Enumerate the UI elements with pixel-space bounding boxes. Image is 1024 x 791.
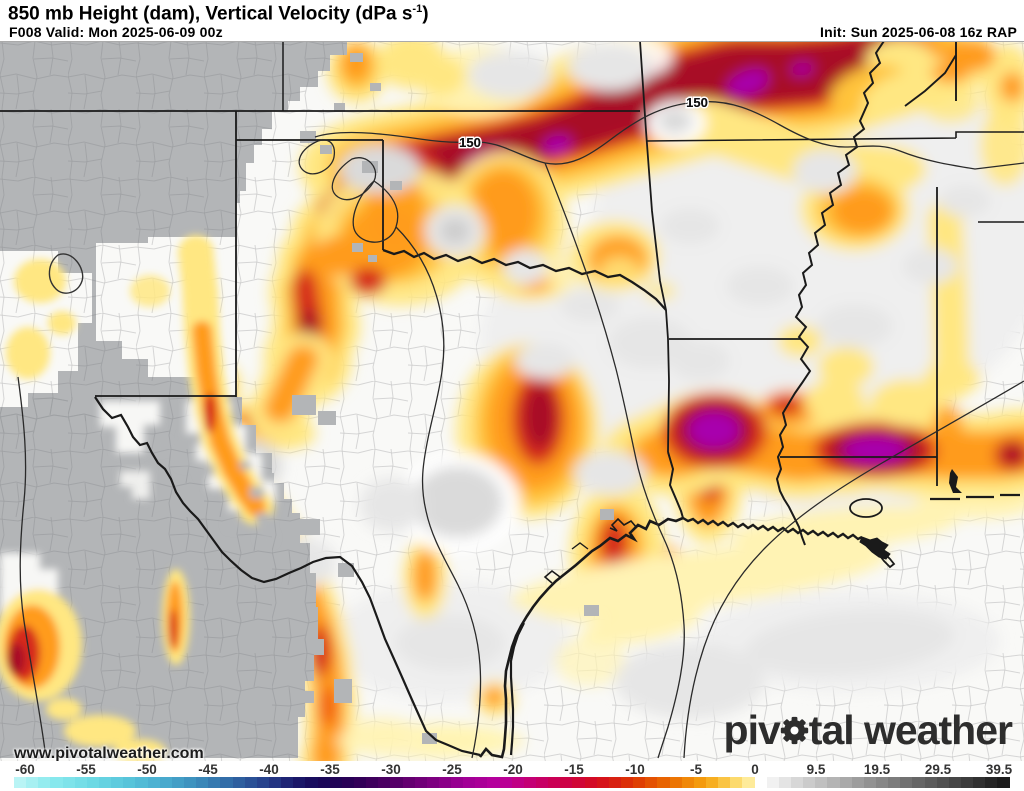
svg-text:150: 150 — [459, 135, 481, 150]
svg-text:150: 150 — [459, 135, 481, 150]
svg-text:150: 150 — [686, 95, 708, 110]
svg-text:150: 150 — [686, 95, 708, 110]
